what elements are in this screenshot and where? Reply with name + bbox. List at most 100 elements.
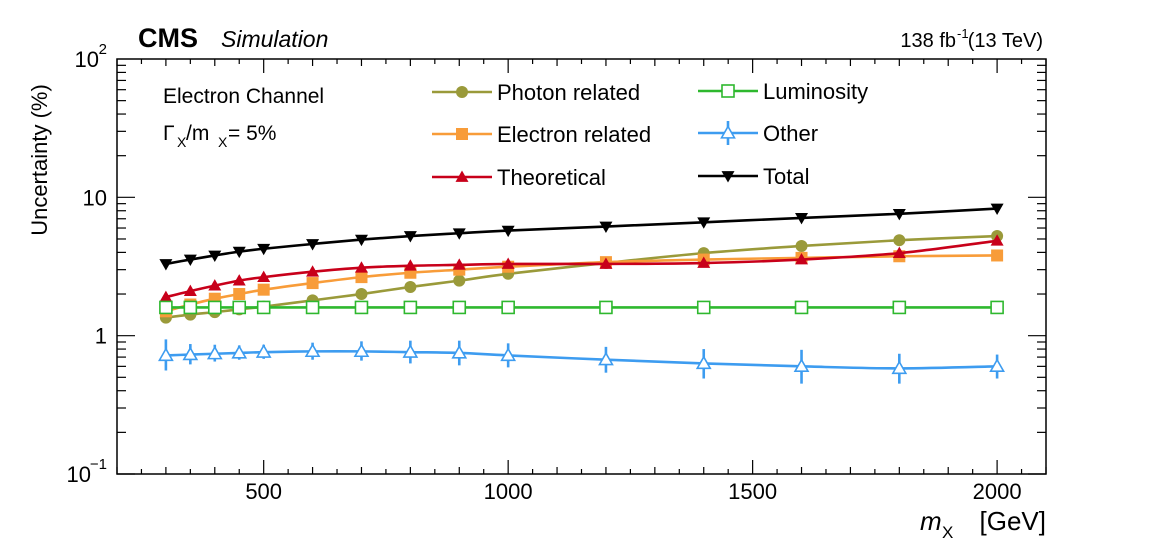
legend-item-electron: Electron related	[432, 122, 651, 147]
data-point-luminosity	[599, 300, 613, 315]
legend-item-total: Total	[698, 164, 809, 189]
data-point-electron	[257, 283, 270, 296]
data-point-other	[206, 345, 223, 360]
data-point-total	[795, 213, 809, 225]
data-point-electron	[306, 277, 319, 290]
legend-label-electron: Electron related	[497, 122, 651, 147]
data-point-electron	[233, 288, 246, 301]
data-point-theoretical	[354, 261, 368, 273]
energy-label: (13 TeV)	[968, 30, 1043, 52]
data-point-photon	[893, 234, 906, 247]
data-point-other	[695, 355, 712, 370]
data-point-theoretical	[599, 257, 613, 269]
legend-symbol-total	[721, 171, 735, 183]
cms-label: CMS	[138, 23, 198, 53]
data-point-luminosity	[403, 300, 418, 315]
legend-item-photon: Photon related	[432, 80, 640, 105]
data-point-luminosity	[232, 300, 247, 315]
data-point-photon	[355, 288, 368, 301]
legend-symbol-luminosity	[721, 84, 735, 98]
data-point-other	[158, 347, 174, 362]
width-sub-x: X	[177, 134, 187, 150]
data-point-other	[353, 343, 370, 358]
width-ratio-label: Γ X /m X = 5%	[163, 122, 276, 150]
series-total	[159, 203, 1004, 271]
data-point-total	[501, 225, 515, 238]
legend-marker-photon	[432, 86, 492, 98]
legend-label-total: Total	[763, 164, 809, 189]
simulation-label: Simulation	[221, 26, 328, 52]
series-other	[158, 339, 1005, 384]
data-point-total	[599, 221, 613, 234]
legend-marker-theoretical	[432, 170, 492, 182]
data-point-other	[304, 343, 321, 358]
y-tick-label: 10	[67, 462, 91, 487]
axis-ticks	[116, 59, 1047, 475]
x-axis-title-m: m	[920, 506, 942, 536]
legend-item-luminosity: Luminosity	[698, 79, 868, 104]
data-point-photon	[795, 239, 808, 252]
x-tick-label: 1000	[484, 479, 533, 504]
x-tick-label: 500	[245, 479, 282, 504]
legend-symbol-other	[720, 124, 736, 139]
legend-symbol-photon	[456, 86, 468, 98]
legend-marker-total	[698, 171, 758, 183]
width-gamma: Γ	[163, 122, 175, 145]
x-tick-label: 1500	[728, 479, 777, 504]
data-point-other	[402, 344, 419, 358]
data-point-other	[793, 358, 810, 373]
data-point-other	[500, 347, 517, 362]
data-point-electron	[991, 249, 1004, 262]
data-point-total	[208, 250, 222, 262]
data-point-theoretical	[990, 234, 1004, 246]
data-point-luminosity	[256, 300, 271, 315]
data-point-total	[159, 259, 173, 271]
series-line-photon	[165, 234, 998, 319]
x-tick-labels: 500 1000 1500 2000	[245, 479, 1021, 504]
legend-item-other: Other	[698, 121, 818, 146]
data-point-theoretical	[306, 265, 320, 277]
x-tick-label: 2000	[973, 479, 1022, 504]
y-tick-label-exp: −1	[90, 456, 107, 473]
data-point-other	[255, 344, 272, 358]
legend-label-theoretical: Theoretical	[497, 165, 606, 190]
legend-label-photon: Photon related	[497, 80, 640, 105]
legend: Photon related Electron related Theoreti…	[432, 79, 868, 190]
data-point-other	[598, 351, 614, 366]
data-point-photon	[453, 274, 466, 287]
data-point-theoretical	[403, 259, 417, 271]
data-point-luminosity	[207, 300, 222, 315]
width-tail: = 5%	[228, 122, 276, 145]
data-point-theoretical	[795, 253, 809, 265]
y-tick-label: 10	[75, 47, 99, 72]
legend-label-other: Other	[763, 121, 818, 146]
data-point-total	[990, 203, 1004, 216]
width-mid: /m	[186, 122, 209, 145]
lumi-exponent: -1	[957, 26, 969, 41]
data-point-theoretical	[257, 270, 271, 282]
y-tick-label-exp: 2	[99, 41, 107, 58]
legend-marker-other	[698, 121, 758, 145]
series-theoretical	[159, 234, 1004, 302]
data-point-total	[232, 246, 246, 259]
legend-marker-luminosity	[698, 84, 758, 98]
channel-label: Electron Channel	[163, 85, 324, 108]
data-point-theoretical	[697, 256, 711, 268]
data-point-total	[183, 254, 197, 267]
data-point-total	[257, 243, 271, 256]
series-luminosity	[159, 300, 1004, 315]
y-tick-label: 1	[95, 324, 107, 349]
x-axis-title-unit: [GeV]	[980, 506, 1046, 536]
data-point-luminosity	[354, 300, 369, 315]
data-point-other	[891, 360, 908, 375]
data-point-theoretical	[892, 246, 906, 259]
data-point-total	[306, 239, 320, 251]
data-point-total	[892, 208, 906, 221]
data-point-theoretical	[183, 284, 197, 296]
data-point-luminosity	[159, 300, 173, 315]
series-photon	[159, 230, 1004, 324]
data-point-theoretical	[452, 258, 466, 270]
legend-label-luminosity: Luminosity	[763, 79, 868, 104]
